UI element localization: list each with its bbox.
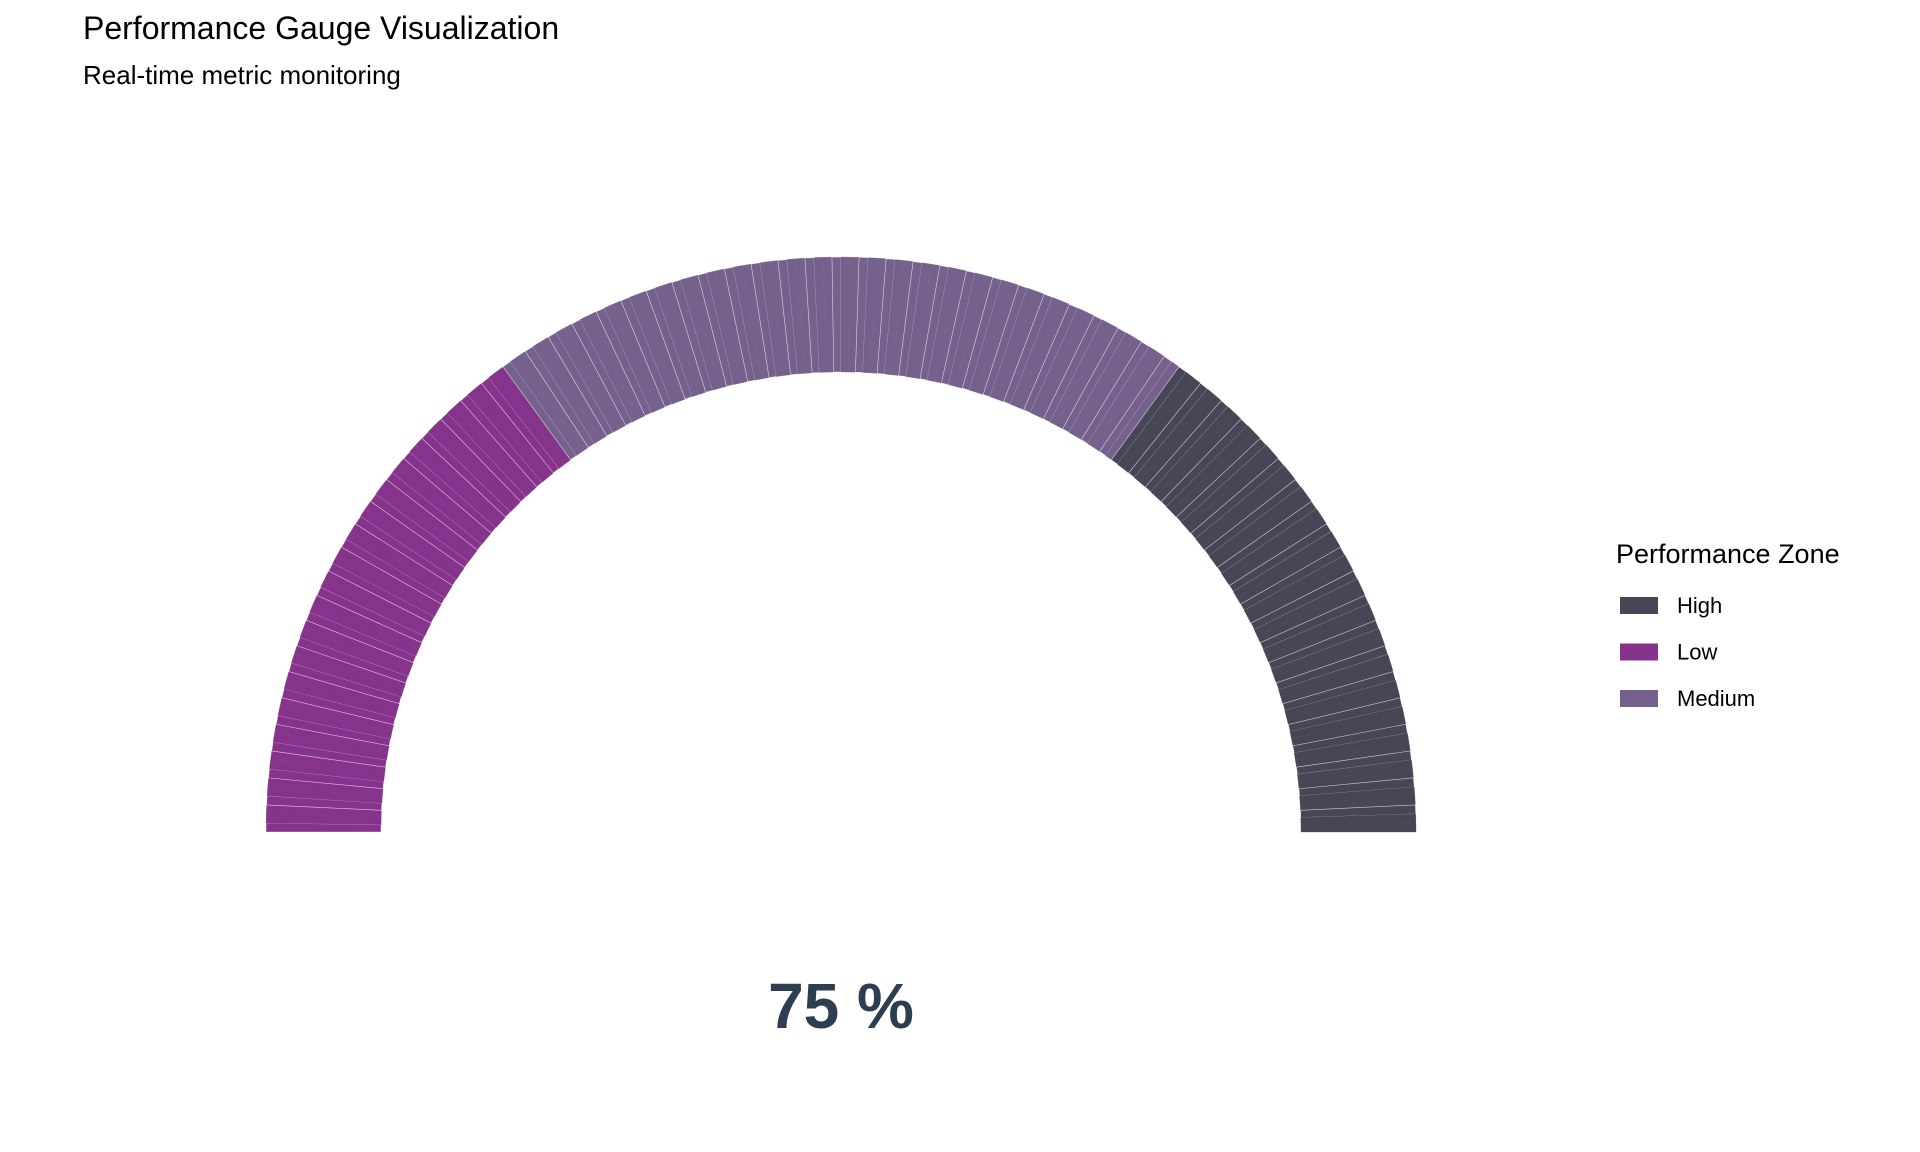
gauge-value-label: 75 % xyxy=(768,970,914,1042)
chart-title: Performance Gauge Visualization xyxy=(83,10,560,46)
legend-swatch-high xyxy=(1620,597,1658,614)
legend-title: Performance Zone xyxy=(1616,539,1840,569)
gauge-segment-medium xyxy=(831,256,842,373)
gauge-segment-high xyxy=(1300,822,1417,833)
gauge-arc xyxy=(265,256,1417,833)
legend-label-medium: Medium xyxy=(1677,686,1755,711)
chart-subtitle: Real-time metric monitoring xyxy=(83,60,401,90)
legend-label-low: Low xyxy=(1677,640,1717,665)
legend: Performance Zone High Low Medium xyxy=(1616,539,1840,711)
legend-label-high: High xyxy=(1677,593,1722,618)
legend-swatch-medium xyxy=(1620,690,1658,707)
legend-swatch-low xyxy=(1620,643,1658,661)
